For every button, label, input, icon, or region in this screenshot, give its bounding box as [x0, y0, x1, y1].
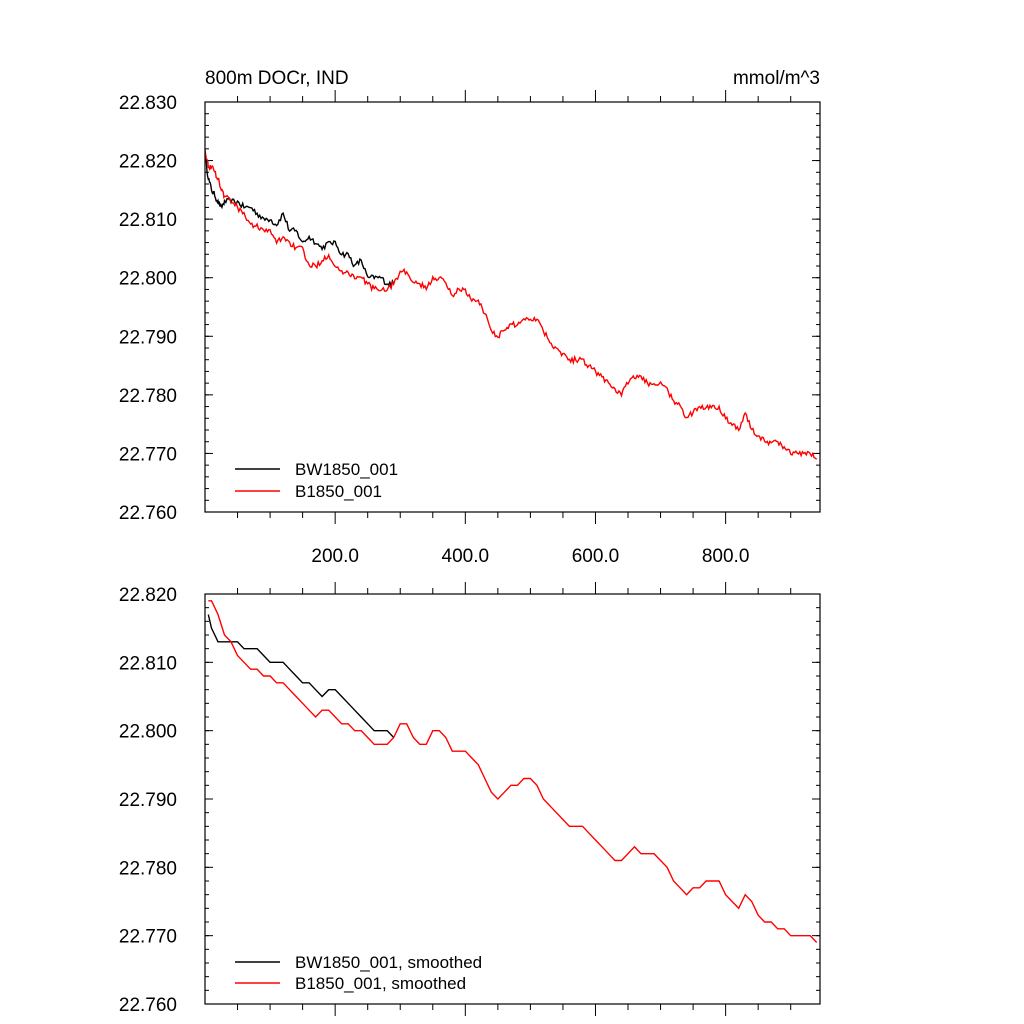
x-tick-label: 800.0	[702, 546, 750, 567]
y-tick-label: 22.760	[119, 503, 177, 524]
y-tick-label: 22.790	[119, 790, 177, 811]
y-tick-label: 22.800	[119, 722, 177, 743]
x-tick-label: 600.0	[572, 546, 620, 567]
y-tick-label: 22.790	[119, 327, 177, 348]
x-tick-label: 200.0	[311, 546, 359, 567]
top-panel-y-tick-labels: 22.830 22.820 22.810 22.800 22.790 22.780 22.7…	[119, 93, 177, 524]
bottom-panel-legend: BW1850_001, smoothed B1850_001, smoothed	[235, 953, 482, 993]
y-tick-label: 22.770	[119, 927, 177, 948]
y-tick-label: 22.800	[119, 269, 177, 290]
top-panel-x-tick-labels: 200.0 400.0 600.0 800.0	[311, 546, 749, 567]
series-line-b1850-001-smoothed	[208, 600, 818, 943]
legend-label-b1850-smoothed: B1850_001, smoothed	[295, 974, 466, 993]
legend-label-bw1850: BW1850_001	[295, 460, 398, 479]
top-panel-units: mmol/m^3	[733, 68, 820, 89]
y-tick-label: 22.780	[119, 858, 177, 879]
bottom-panel-plot-area	[207, 600, 818, 943]
y-tick-label: 22.760	[119, 995, 177, 1016]
y-tick-label: 22.810	[119, 210, 177, 231]
top-panel-legend: BW1850_001 B1850_001	[235, 460, 398, 501]
top-panel-frame	[204, 101, 821, 513]
series-line-bw1850-001	[204, 155, 395, 289]
bottom-panel: 22.820 22.810 22.800 22.790 22.780 22.770 22.7…	[119, 582, 821, 1016]
y-tick-label: 22.810	[119, 653, 177, 674]
x-tick-label: 400.0	[442, 546, 490, 567]
bottom-panel-frame	[204, 593, 821, 1005]
top-panel-title: 800m DOCr, IND	[205, 68, 349, 89]
y-tick-label: 22.830	[119, 93, 177, 114]
bottom-panel-y-tick-labels: 22.820 22.810 22.800 22.790 22.780 22.770 22.7…	[119, 585, 177, 1016]
top-panel: 800m DOCr, IND mmol/m^3 22.83022.82022.8…	[119, 68, 821, 567]
series-line-b1850-001	[204, 149, 818, 460]
legend-label-bw1850-smoothed: BW1850_001, smoothed	[295, 953, 482, 972]
legend-label-b1850: B1850_001	[295, 482, 382, 501]
y-tick-label: 22.820	[119, 152, 177, 173]
y-tick-label: 22.780	[119, 386, 177, 407]
top-panel-plot-area	[204, 149, 818, 460]
bottom-panel-gridlines	[205, 582, 820, 1016]
y-tick-label: 22.770	[119, 444, 177, 465]
y-tick-label: 22.820	[119, 585, 177, 606]
